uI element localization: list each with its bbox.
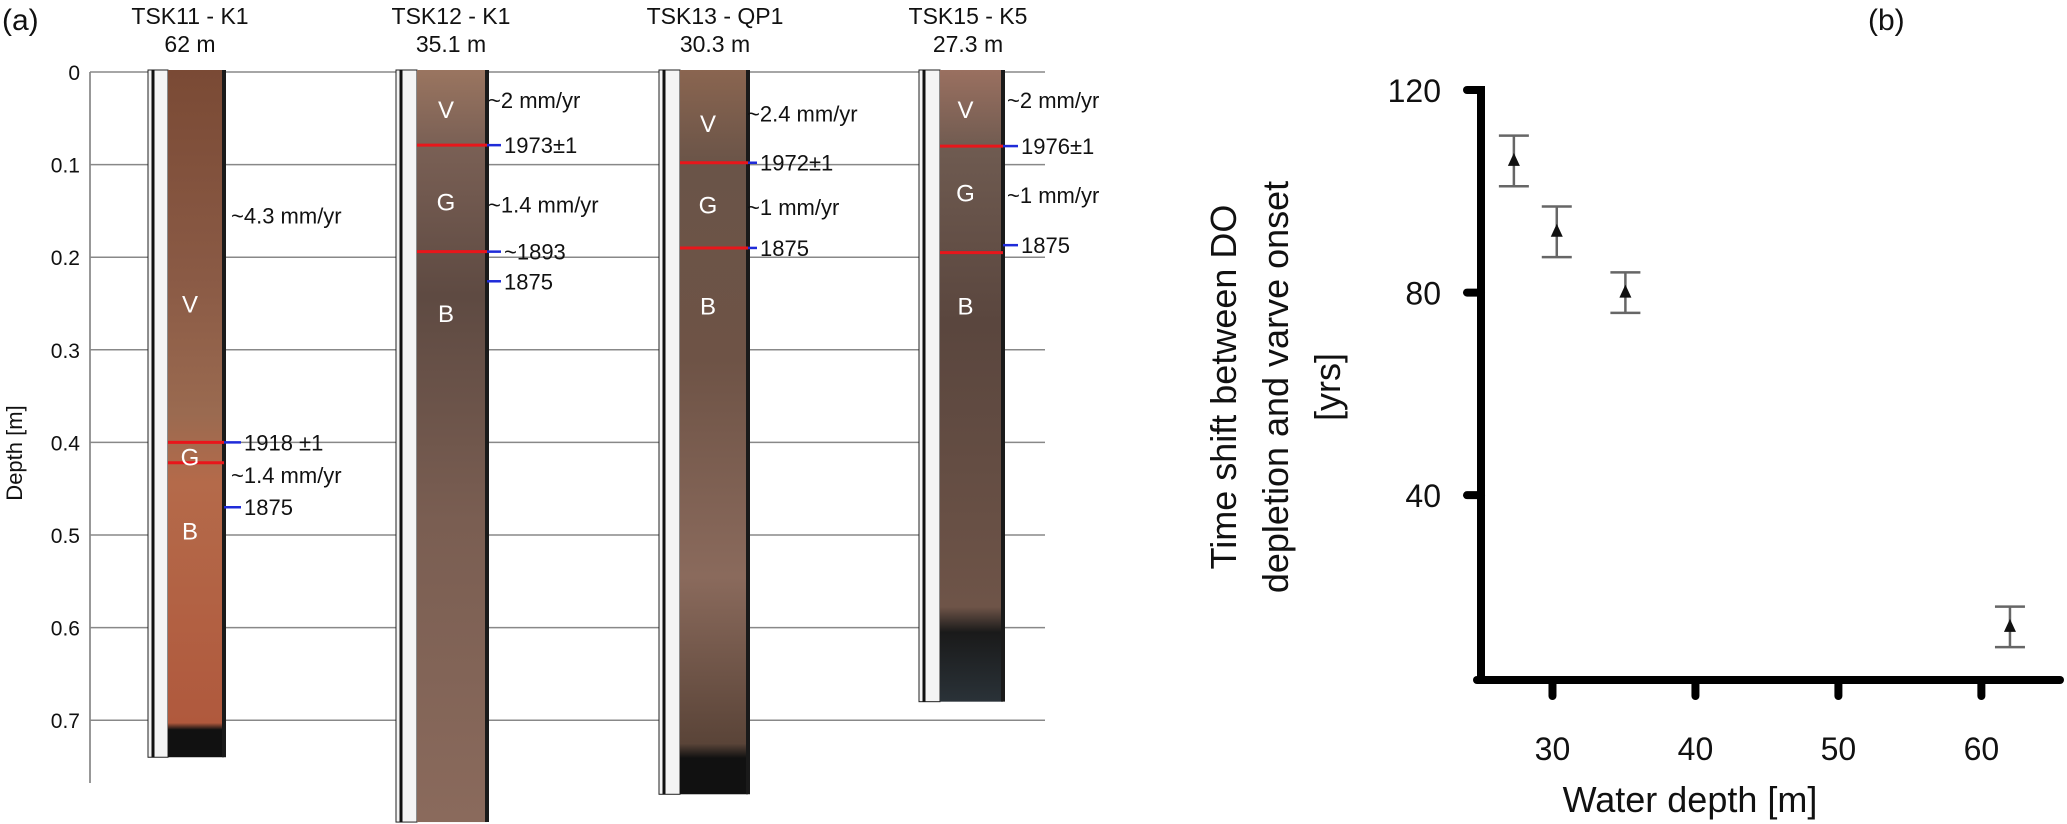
depth-tick-label: 0.3: [51, 340, 80, 363]
unit-label: V: [957, 97, 973, 124]
x-tick-label: 50: [1821, 731, 1857, 767]
core-water-depth: 30.3 m: [680, 31, 750, 57]
unit-label: B: [957, 293, 973, 320]
x-tick-label: 40: [1678, 731, 1714, 767]
ruler: [658, 69, 681, 795]
unit-label: G: [437, 190, 456, 217]
y-tick-label: 80: [1405, 276, 1441, 312]
x-axis-label: Water depth [m]: [1563, 779, 1818, 820]
sedimentation-rate: ~4.3 mm/yr: [231, 204, 342, 229]
unit-label: V: [700, 111, 716, 138]
triangle-marker: [1507, 152, 1520, 166]
y-tick-label: 40: [1405, 478, 1441, 514]
triangle-marker: [1619, 284, 1632, 298]
unit-label: B: [700, 293, 716, 320]
panel-b-label: (b): [1868, 4, 1905, 37]
depth-ticks: 0 0.1 0.2 0.3 0.4 0.5 0.6 0.7: [51, 62, 1045, 783]
chart-b: 40 80 120 30 40 50 60: [1388, 73, 2064, 767]
ruler: [918, 69, 941, 703]
depth-tick-label: 0.1: [51, 155, 80, 178]
unit-label: G: [699, 192, 718, 219]
unit-label: G: [181, 444, 200, 471]
triangle-marker: [1550, 223, 1563, 237]
date-label: 1875: [244, 495, 293, 520]
depth-axis-label: Depth [m]: [2, 405, 27, 500]
unit-label: B: [182, 518, 198, 545]
core-name: TSK11 - K1: [131, 3, 248, 29]
date-label: 1918 ±1: [244, 430, 323, 455]
ruler: [395, 69, 418, 823]
core-image: [680, 70, 748, 795]
sedimentation-rate: ~1.4 mm/yr: [231, 463, 342, 488]
date-label: 1976±1: [1021, 134, 1094, 159]
y-label-line-1: Time shift between DO: [1203, 205, 1244, 570]
x-tick-label: 30: [1535, 731, 1571, 767]
unit-label: V: [182, 292, 198, 319]
unit-label: G: [956, 180, 975, 207]
sedimentation-rate: ~2 mm/yr: [488, 88, 580, 113]
sedimentation-rate: ~2.4 mm/yr: [747, 102, 858, 127]
depth-tick-label: 0.2: [51, 247, 80, 270]
core-name: TSK13 - QP1: [647, 3, 784, 29]
data-point: [1610, 271, 1641, 315]
date-label: 1972±1: [760, 151, 833, 176]
x-tick-label: 60: [1964, 731, 2000, 767]
date-label: 1875: [504, 269, 553, 294]
core-image: [417, 70, 487, 823]
core-water-depth: 27.3 m: [933, 31, 1003, 57]
date-label: ~1893: [504, 240, 566, 265]
date-label: 1875: [1021, 233, 1070, 258]
core-name: TSK15 - K5: [909, 3, 1028, 29]
core-water-depth: 62 m: [164, 31, 215, 57]
sedimentation-rate: ~1 mm/yr: [747, 195, 839, 220]
y-label-line-3: [yrs]: [1307, 353, 1348, 421]
y-axis-label: Time shift between DO depletion and varv…: [1203, 181, 1348, 593]
y-label-line-2: depletion and varve onset: [1255, 181, 1296, 593]
sedimentation-rate: ~2 mm/yr: [1007, 88, 1099, 113]
sedimentation-rate: ~1 mm/yr: [1007, 183, 1099, 208]
data-point: [1498, 134, 1529, 188]
depth-tick-label: 0.5: [51, 525, 80, 548]
unit-label: V: [438, 97, 454, 124]
date-label: 1973±1: [504, 133, 577, 158]
depth-tick-label: 0.6: [51, 618, 80, 641]
ruler: [147, 69, 169, 758]
y-tick-label: 120: [1388, 73, 1441, 109]
core-name: TSK12 - K1: [392, 3, 511, 29]
triangle-marker: [2003, 618, 2016, 632]
depth-tick-label: 0: [68, 62, 80, 85]
core-water-depth: 35.1 m: [416, 31, 486, 57]
core-image: [940, 70, 1003, 702]
depth-tick-label: 0.7: [51, 710, 80, 733]
unit-label: B: [438, 301, 454, 328]
data-point: [1541, 205, 1572, 259]
sedimentation-rate: ~1.4 mm/yr: [488, 192, 599, 217]
date-label: 1875: [760, 236, 809, 261]
data-point: [1994, 605, 2025, 649]
panel-a-label: (a): [2, 4, 39, 37]
core-image: [168, 70, 224, 758]
depth-tick-label: 0.4: [51, 432, 81, 455]
